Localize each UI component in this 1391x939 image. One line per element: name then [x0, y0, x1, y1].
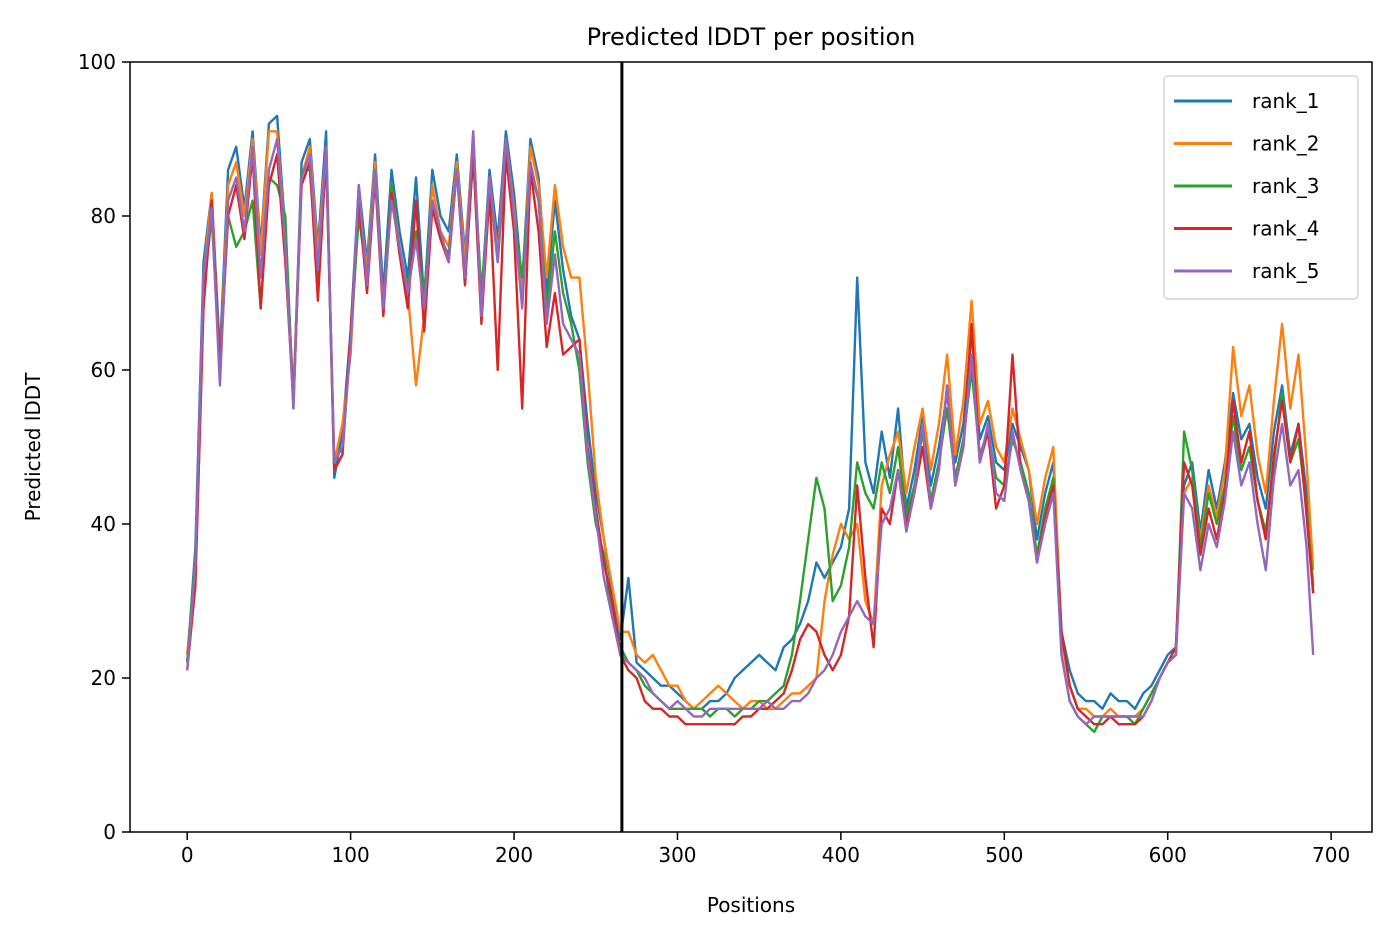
y-tick-label: 60: [91, 358, 116, 382]
y-tick-label: 0: [103, 820, 116, 844]
x-tick-label: 300: [658, 843, 696, 867]
y-tick-label: 80: [91, 204, 116, 228]
y-axis: 0 20 40 60 80 100: [78, 50, 130, 844]
x-tick-label: 600: [1149, 843, 1187, 867]
x-tick-label: 400: [822, 843, 860, 867]
x-axis: 0 100 200 300 400 500 600 700: [181, 832, 1350, 867]
y-tick-label: 100: [78, 50, 116, 74]
plot-frame: [129, 61, 1373, 833]
legend-label-rank_4: rank_4: [1252, 217, 1319, 241]
chart-title: Predicted lDDT per position: [587, 23, 916, 51]
legend: rank_1 rank_2 rank_3 rank_4 rank_5: [1163, 75, 1359, 300]
legend-box: [1163, 75, 1359, 300]
x-tick-label: 0: [181, 843, 194, 867]
x-tick-label: 200: [495, 843, 533, 867]
series-line-rank_1: [186, 114, 1315, 710]
y-axis-title: Predicted lDDT: [21, 372, 45, 522]
legend-label-rank_3: rank_3: [1252, 174, 1319, 198]
y-tick-label: 40: [91, 512, 116, 536]
legend-label-rank_2: rank_2: [1252, 132, 1319, 156]
x-tick-label: 700: [1312, 843, 1350, 867]
legend-label-rank_1: rank_1: [1252, 89, 1319, 113]
legend-label-rank_5: rank_5: [1252, 259, 1319, 283]
series-line-rank_5: [186, 130, 1315, 726]
x-axis-title: Positions: [707, 893, 795, 917]
plot-area: [186, 62, 1315, 832]
x-tick-label: 500: [985, 843, 1023, 867]
x-tick-label: 100: [332, 843, 370, 867]
y-tick-label: 20: [91, 666, 116, 690]
